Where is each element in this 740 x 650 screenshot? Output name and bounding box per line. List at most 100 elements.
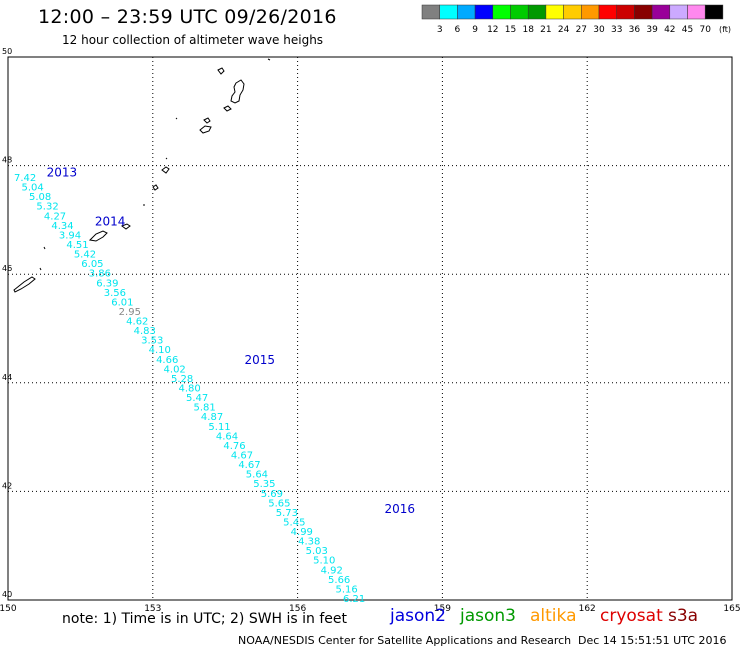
wave-height-value: 5.08 xyxy=(29,192,51,203)
wave-height-value: 4.51 xyxy=(66,240,88,251)
wave-height-value: 5.64 xyxy=(246,470,268,481)
island-shape xyxy=(223,105,232,112)
satellite-name: jason3 xyxy=(460,606,516,626)
wave-height-value: 3.86 xyxy=(89,269,111,280)
legend-label: 24 xyxy=(558,25,570,35)
wave-height-value: 4.67 xyxy=(231,450,253,461)
legend-label: 21 xyxy=(540,25,551,35)
wave-height-value: 2.95 xyxy=(119,307,141,318)
year-label: 2014 xyxy=(95,214,126,228)
legend-swatch xyxy=(545,4,564,20)
wave-height-value: 4.83 xyxy=(134,326,156,337)
lat-tick-label: 42 xyxy=(2,481,12,490)
legend-label: 18 xyxy=(522,25,534,35)
wave-height-value: 7.42 xyxy=(14,173,36,184)
legend-swatch xyxy=(457,4,476,20)
island-shape xyxy=(88,230,108,242)
island-shape xyxy=(165,157,168,160)
note-text: note: 1) Time is in UTC; 2) SWH is in fe… xyxy=(62,611,348,627)
wave-height-value: 4.80 xyxy=(179,384,201,395)
legend-label: 6 xyxy=(455,25,461,35)
island-shape xyxy=(120,223,131,230)
island-shape xyxy=(43,246,46,250)
legend-label: 33 xyxy=(611,25,622,35)
legend-swatch xyxy=(651,4,671,20)
grid-lines: 150 153 156 159 162 165 40 42 44 46 48 50 xyxy=(0,47,740,614)
wave-height-value: 4.10 xyxy=(149,345,171,356)
kuril-islands xyxy=(13,58,271,293)
island-shape xyxy=(39,267,42,271)
wave-height-value: 5.11 xyxy=(208,422,230,433)
lat-tick-label: 46 xyxy=(2,264,12,273)
lon-tick-label: 162 xyxy=(579,604,596,614)
satellite-name: jason2 xyxy=(390,606,446,626)
wave-height-value: 6.21 xyxy=(343,594,365,605)
legend-label: 70 xyxy=(699,25,711,35)
wave-height-value: 4.64 xyxy=(216,431,238,442)
legend-swatch xyxy=(634,4,653,20)
legend-swatch xyxy=(510,4,529,20)
wave-height-value: 4.66 xyxy=(156,355,178,366)
legend-swatch xyxy=(439,4,458,20)
wave-height-value: 5.10 xyxy=(313,556,335,567)
wave-height-value: 4.38 xyxy=(298,537,320,548)
wave-height-value: 6.39 xyxy=(96,278,118,289)
wave-height-value: 4.02 xyxy=(164,364,186,375)
color-legend: 3 6 9 12 15 18 21 24 27 30 33 36 39 42 45 70 (ft) xyxy=(421,4,731,35)
wave-height-value: 5.65 xyxy=(268,498,290,509)
legend-swatch xyxy=(474,4,494,20)
legend-label: 36 xyxy=(629,25,641,35)
island-shape xyxy=(203,117,211,124)
wave-height-value: 5.73 xyxy=(276,508,298,519)
wave-height-value: 4.92 xyxy=(321,565,343,576)
wave-height-value: 5.28 xyxy=(171,374,193,385)
island-shape xyxy=(175,117,178,120)
island-shape xyxy=(161,166,170,174)
lat-tick-label: 44 xyxy=(2,373,12,382)
wave-height-value: 4.99 xyxy=(291,527,313,538)
legend-swatch xyxy=(669,4,688,20)
island-shape xyxy=(217,67,225,75)
legend-label: 27 xyxy=(576,25,587,35)
legend-label: 9 xyxy=(472,25,478,35)
wave-height-value: 5.69 xyxy=(261,489,283,500)
lon-tick-label: 153 xyxy=(144,604,161,614)
wave-height-value: 5.32 xyxy=(36,202,58,213)
credit-text: NOAA/NESDIS Center for Satellite Applica… xyxy=(238,634,572,647)
satellite-name: s3a xyxy=(668,606,699,626)
lat-tick-label: 48 xyxy=(2,156,12,165)
legend-swatch xyxy=(687,4,706,20)
chart-title: 12:00 – 23:59 UTC 09/26/2016 xyxy=(38,6,337,28)
wave-height-value: 5.35 xyxy=(253,479,275,490)
lat-tick-label: 50 xyxy=(2,47,12,56)
legend-swatch xyxy=(563,4,582,20)
legend-swatch xyxy=(704,4,724,20)
wave-height-value: 4.67 xyxy=(238,460,260,471)
wave-height-value: 5.16 xyxy=(336,584,358,595)
lat-tick-label: 40 xyxy=(2,590,12,599)
wave-height-value: 3.94 xyxy=(59,230,81,241)
legend-swatch xyxy=(492,4,511,20)
year-label: 2015 xyxy=(245,353,276,367)
legend-label: 42 xyxy=(664,25,675,35)
map-frame xyxy=(7,56,733,601)
island-shape xyxy=(199,125,212,134)
year-label: 2013 xyxy=(47,165,78,179)
year-label: 2016 xyxy=(384,502,415,516)
wave-height-value: 4.27 xyxy=(44,211,66,222)
legend-label: 30 xyxy=(593,25,605,35)
island-shape xyxy=(152,184,159,191)
island-shape xyxy=(267,58,271,61)
legend-label: 15 xyxy=(505,25,516,35)
satellite-name: altika xyxy=(530,606,577,626)
wave-height-value: 5.03 xyxy=(306,546,328,557)
island-shape xyxy=(13,276,36,293)
legend-label: 12 xyxy=(487,25,498,35)
altimeter-track: 7.425.045.085.324.274.343.944.515.426.05… xyxy=(14,173,365,605)
wave-height-value: 3.53 xyxy=(141,336,163,347)
wave-height-value: 5.45 xyxy=(283,517,305,528)
legend-swatch xyxy=(421,4,440,20)
lon-tick-label: 150 xyxy=(0,604,17,614)
legend-unit: (ft) xyxy=(719,25,731,34)
legend-label: 45 xyxy=(682,25,693,35)
